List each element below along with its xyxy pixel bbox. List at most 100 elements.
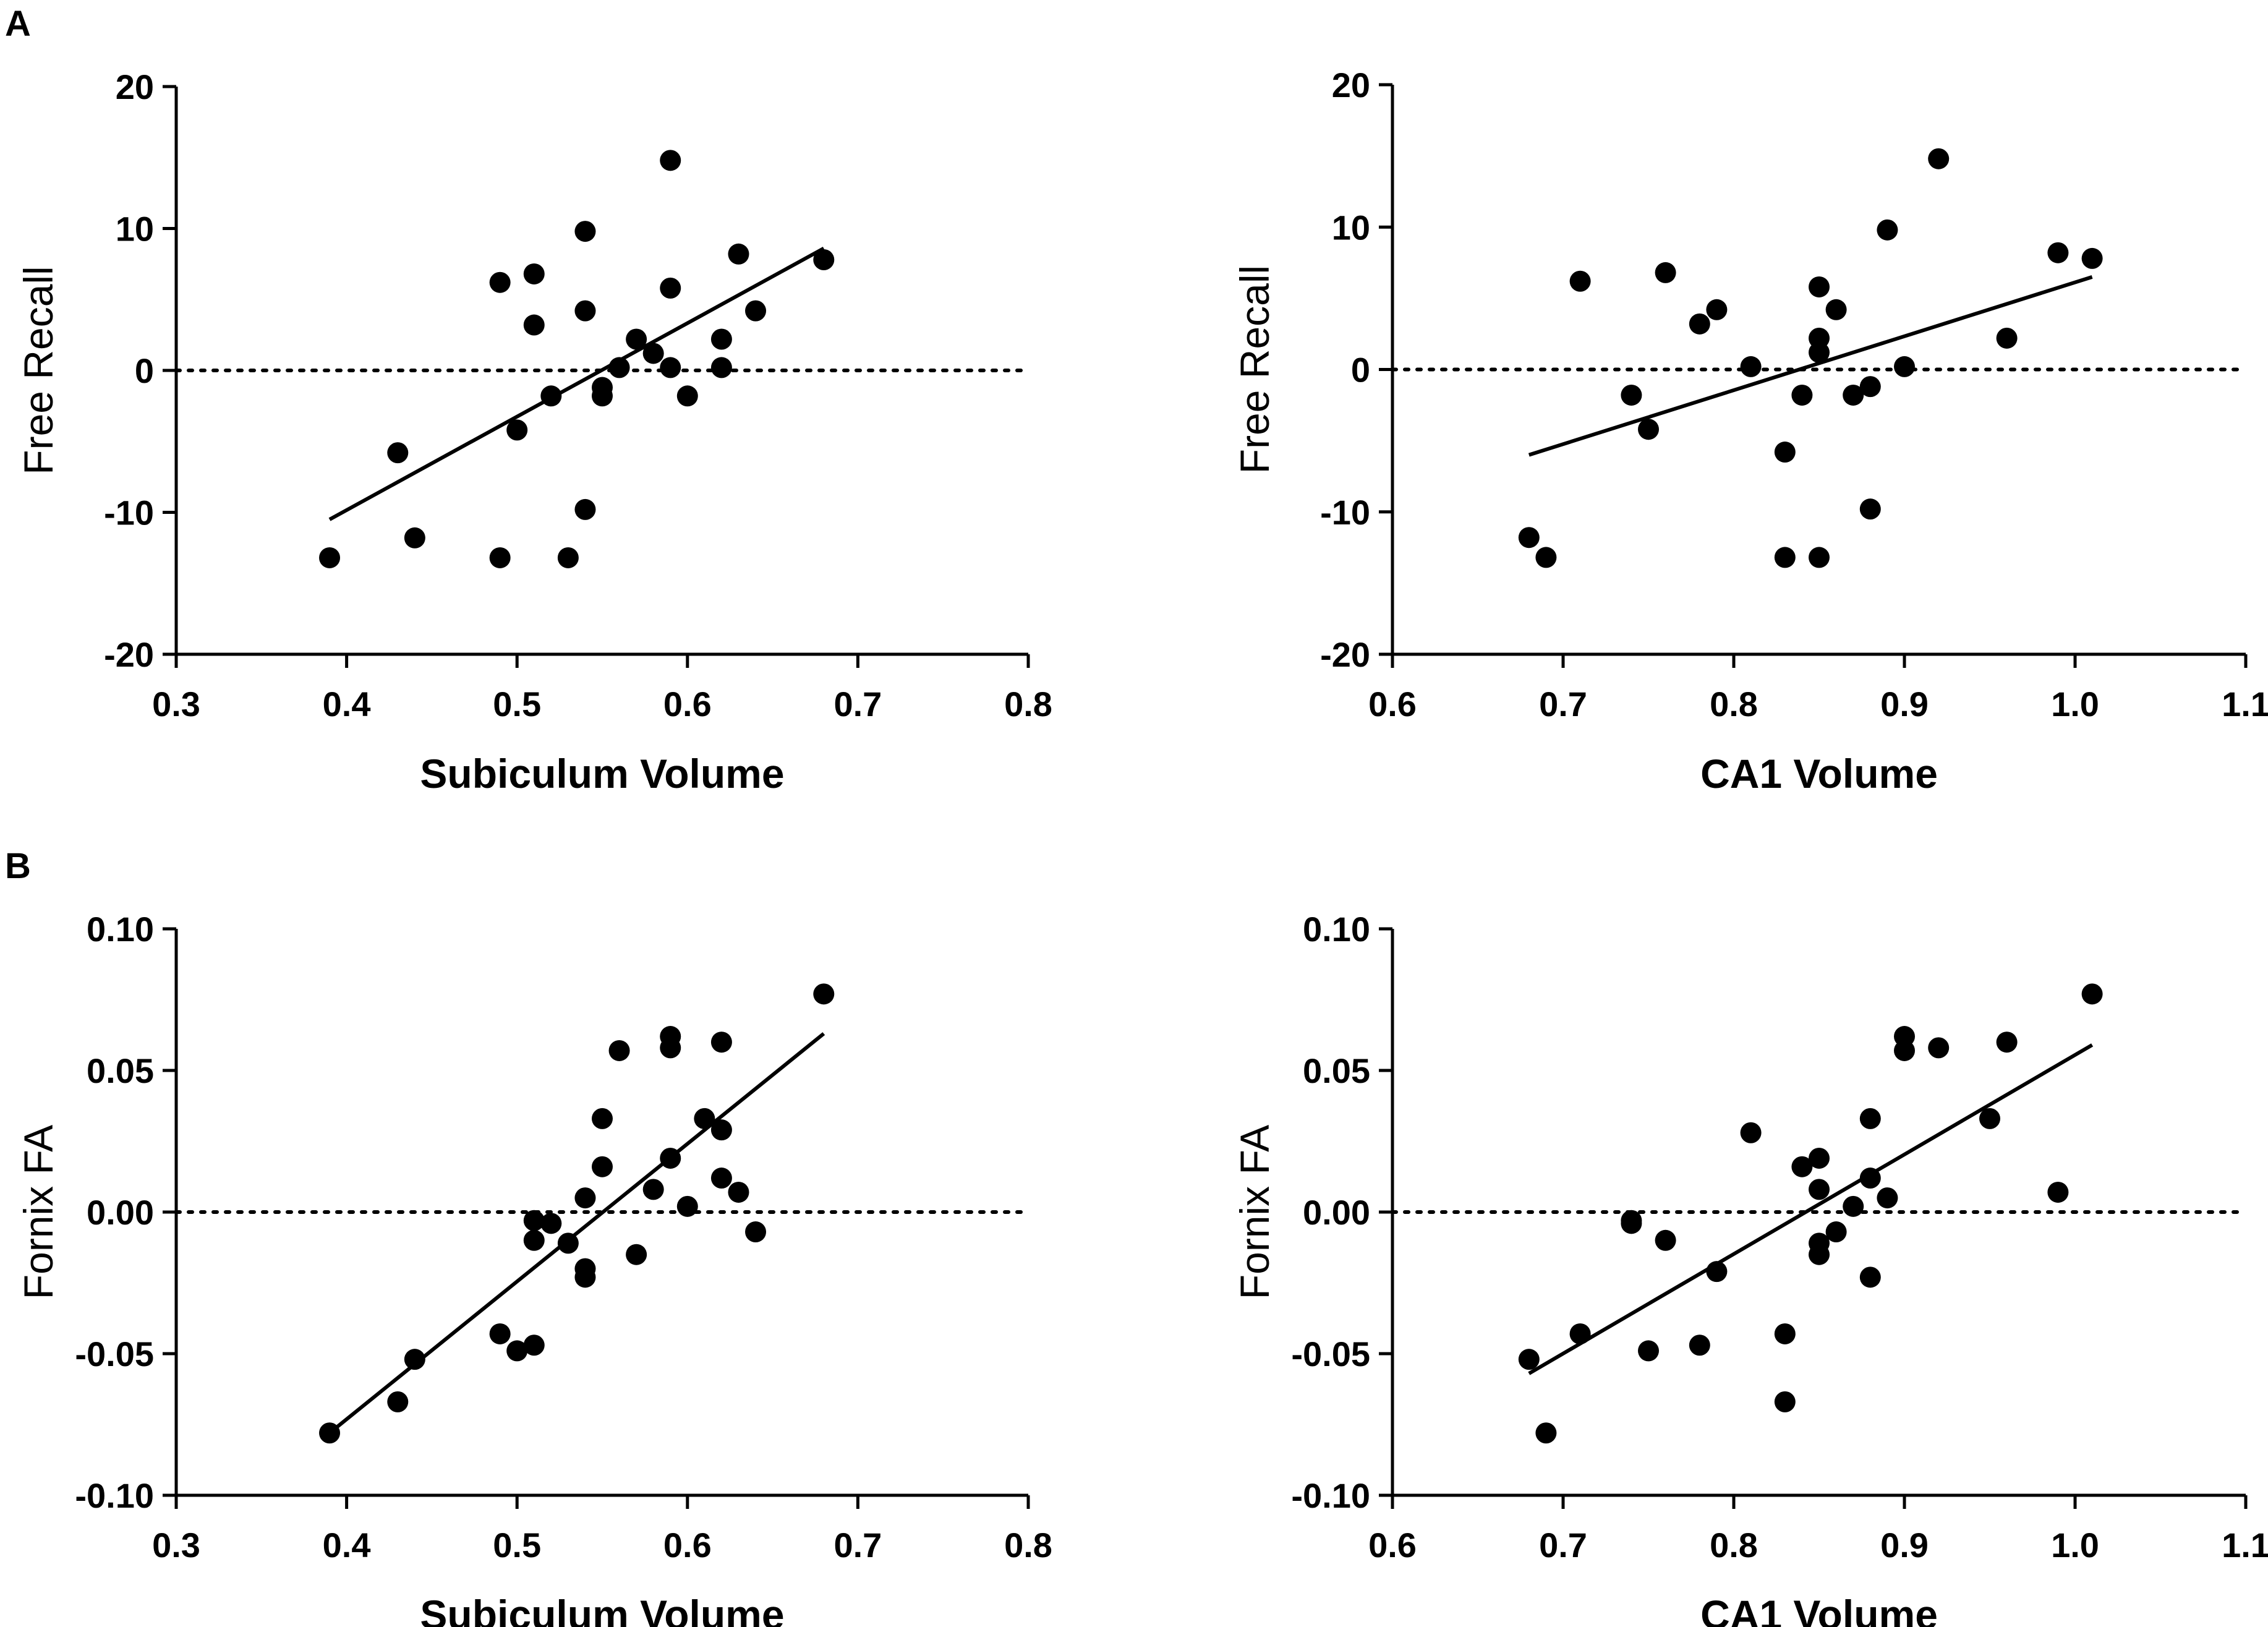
data-point xyxy=(694,1108,715,1129)
chart-B-right: 0.6 0.7 0.8 0.9 1.0 1.1 0.10 0.05 0.00 -0.05 -0.10… xyxy=(1232,910,2268,1627)
x-axis-label: Subiculum Volume xyxy=(420,1592,784,1627)
data-point xyxy=(710,328,732,350)
data-point xyxy=(1894,1040,1915,1061)
data-point xyxy=(2081,983,2103,1005)
data-point xyxy=(745,300,767,322)
data-point xyxy=(710,357,732,378)
data-point xyxy=(574,1266,596,1288)
chart-A-right: 0.6 0.7 0.8 0.9 1.0 1.1 20 10 0 -10 -20 CA1 Volume F… xyxy=(1232,66,2268,796)
x-tick-label: 0.3 xyxy=(152,1526,200,1565)
data-point xyxy=(1791,1156,1813,1177)
data-point xyxy=(489,271,511,293)
x-axis-label: CA1 Volume xyxy=(1700,1592,1938,1627)
y-tick-label: -0.10 xyxy=(1291,1476,1370,1515)
data-point xyxy=(1638,419,1659,440)
data-point xyxy=(319,547,341,568)
data-point xyxy=(1996,1031,2018,1053)
data-point xyxy=(1740,1122,1762,1143)
data-point xyxy=(660,1037,681,1059)
data-point xyxy=(1894,356,1915,377)
data-point xyxy=(1809,341,1830,363)
y-tick-label: 10 xyxy=(116,210,154,249)
data-point xyxy=(523,1334,545,1356)
data-point xyxy=(1638,1340,1659,1362)
y-tick-label: -0.10 xyxy=(75,1476,154,1515)
data-point xyxy=(1774,1323,1796,1344)
chart-A-left: 0.3 0.4 0.5 0.6 0.7 0.8 20 10 0 -10 -20 Subiculum V… xyxy=(15,67,1052,796)
data-point xyxy=(1809,276,1830,297)
data-point xyxy=(2081,247,2103,269)
y-axis-label: Fornix FA xyxy=(1232,1125,1277,1299)
data-point xyxy=(608,1040,630,1061)
y-tick-label: -20 xyxy=(1320,635,1370,674)
data-point xyxy=(540,1213,562,1234)
x-tick-label: 0.9 xyxy=(1880,1526,1929,1565)
x-tick-label: 1.1 xyxy=(2222,685,2268,724)
data-point xyxy=(592,1156,613,1177)
data-point xyxy=(1809,1244,1830,1265)
data-point xyxy=(1774,547,1796,568)
data-point xyxy=(1655,1229,1676,1251)
y-tick-label: 0.00 xyxy=(87,1193,154,1232)
data-point xyxy=(1569,270,1591,292)
x-tick-label: 0.3 xyxy=(152,685,200,724)
data-point xyxy=(1774,442,1796,463)
x-tick-label: 0.8 xyxy=(1004,1526,1052,1565)
data-point xyxy=(1621,1213,1642,1234)
data-point xyxy=(1859,1108,1881,1129)
data-point xyxy=(523,1210,545,1231)
y-tick-label: 0.10 xyxy=(87,910,154,949)
y-tick-label: -10 xyxy=(104,493,154,532)
data-point xyxy=(745,1221,767,1243)
data-point xyxy=(728,1181,749,1203)
x-tick-label: 0.7 xyxy=(1539,685,1587,724)
data-point xyxy=(1518,1349,1540,1370)
data-point xyxy=(728,243,749,265)
x-tick-label: 0.8 xyxy=(1710,1526,1758,1565)
data-point xyxy=(626,328,647,350)
data-point xyxy=(1859,498,1881,520)
panel-label-a: A xyxy=(5,4,31,44)
data-point xyxy=(506,419,528,441)
y-tick-label: 20 xyxy=(1332,66,1370,105)
data-point xyxy=(523,314,545,336)
x-tick-label: 0.4 xyxy=(323,685,371,724)
data-point xyxy=(574,300,596,322)
data-point xyxy=(1843,384,1864,406)
y-tick-label: 0.00 xyxy=(1303,1193,1370,1232)
data-point xyxy=(404,1349,425,1370)
data-point xyxy=(676,1195,698,1217)
data-point xyxy=(574,1187,596,1209)
data-point xyxy=(710,1168,732,1189)
data-point xyxy=(608,357,630,378)
regression-line xyxy=(1528,1043,2094,1375)
data-point xyxy=(1774,1391,1796,1412)
data-point xyxy=(1843,1195,1864,1217)
x-tick-label: 0.7 xyxy=(1539,1526,1587,1565)
data-point xyxy=(506,1340,528,1362)
x-tick-label: 0.4 xyxy=(323,1526,371,1565)
data-point xyxy=(1859,1266,1881,1288)
data-point xyxy=(1689,313,1710,335)
data-point xyxy=(1740,356,1762,377)
data-point xyxy=(1928,148,1950,169)
data-point xyxy=(813,249,835,270)
x-tick-label: 0.6 xyxy=(663,1526,712,1565)
x-tick-label: 0.5 xyxy=(493,685,541,724)
data-point xyxy=(1518,527,1540,549)
regression-line xyxy=(328,246,825,521)
data-point xyxy=(660,150,681,171)
x-tick-label: 0.9 xyxy=(1880,685,1929,724)
charts-layer: 0.3 0.4 0.5 0.6 0.7 0.8 20 10 0 -10 -20 Subiculum V… xyxy=(15,66,2268,1627)
data-point xyxy=(2047,1181,2069,1203)
x-tick-label: 0.6 xyxy=(1368,685,1417,724)
y-axis-label: Free Recall xyxy=(1232,265,1277,474)
y-tick-label: 0 xyxy=(1351,351,1370,390)
data-point xyxy=(592,1108,613,1129)
data-point xyxy=(710,1119,732,1141)
data-point xyxy=(1535,547,1557,568)
x-tick-label: 0.7 xyxy=(833,685,882,724)
x-tick-label: 0.5 xyxy=(493,1526,541,1565)
data-point xyxy=(592,385,613,407)
